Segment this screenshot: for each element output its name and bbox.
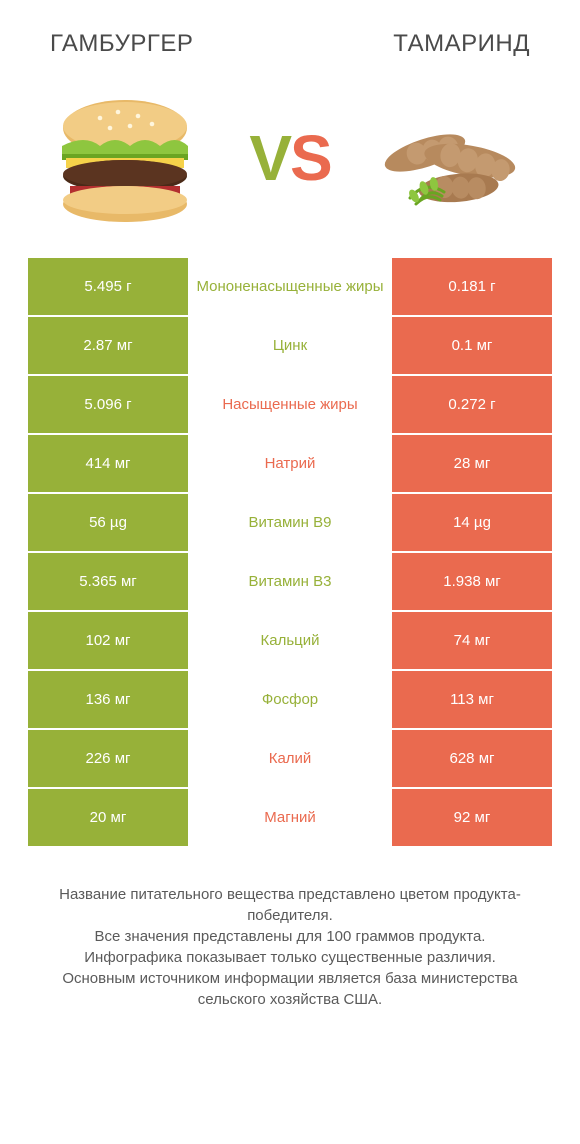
left-value-cell: 414 мг <box>28 435 188 492</box>
tamarind-image <box>370 88 540 228</box>
left-value-cell: 56 µg <box>28 494 188 551</box>
left-value-cell: 5.495 г <box>28 258 188 315</box>
right-value-cell: 0.181 г <box>392 258 552 315</box>
nutrient-label-cell: Витамин B3 <box>188 553 392 610</box>
vs-s: S <box>290 122 331 194</box>
table-row: 20 мгМагний92 мг <box>28 789 552 846</box>
nutrient-label-cell: Магний <box>188 789 392 846</box>
header: ГАМБУРГЕР ТАМАРИНД <box>0 0 580 68</box>
table-row: 136 мгФосфор113 мг <box>28 671 552 728</box>
comparison-table: 5.495 гМононенасыщенные жиры0.181 г2.87 … <box>0 258 580 848</box>
products-images-row: VS <box>0 68 580 258</box>
right-value-cell: 0.1 мг <box>392 317 552 374</box>
right-value-cell: 628 мг <box>392 730 552 787</box>
table-row: 56 µgВитамин B914 µg <box>28 494 552 551</box>
nutrient-label-cell: Цинк <box>188 317 392 374</box>
vs-v: V <box>249 122 290 194</box>
table-row: 5.096 гНасыщенные жиры0.272 г <box>28 376 552 433</box>
right-value-cell: 28 мг <box>392 435 552 492</box>
nutrient-label-cell: Кальций <box>188 612 392 669</box>
nutrient-label-cell: Витамин B9 <box>188 494 392 551</box>
right-value-cell: 92 мг <box>392 789 552 846</box>
footnote-line: Основным источником информации является … <box>28 968 552 1010</box>
right-value-cell: 0.272 г <box>392 376 552 433</box>
table-row: 5.495 гМононенасыщенные жиры0.181 г <box>28 258 552 315</box>
tamarind-icon <box>370 88 540 228</box>
left-value-cell: 102 мг <box>28 612 188 669</box>
footnote-line: Инфографика показывает только существенн… <box>28 947 552 968</box>
left-value-cell: 2.87 мг <box>28 317 188 374</box>
left-value-cell: 226 мг <box>28 730 188 787</box>
table-row: 226 мгКалий628 мг <box>28 730 552 787</box>
table-row: 5.365 мгВитамин B31.938 мг <box>28 553 552 610</box>
left-product-title: ГАМБУРГЕР <box>50 30 193 58</box>
footnote-line: Все значения представлены для 100 граммо… <box>28 926 552 947</box>
right-product-title: ТАМАРИНД <box>393 30 530 58</box>
right-value-cell: 1.938 мг <box>392 553 552 610</box>
nutrient-label-cell: Фосфор <box>188 671 392 728</box>
nutrient-label-cell: Калий <box>188 730 392 787</box>
right-value-cell: 113 мг <box>392 671 552 728</box>
right-value-cell: 74 мг <box>392 612 552 669</box>
left-value-cell: 5.096 г <box>28 376 188 433</box>
footnote-line: Название питательного вещества представл… <box>28 884 552 926</box>
nutrient-label-cell: Мононенасыщенные жиры <box>188 258 392 315</box>
table-row: 2.87 мгЦинк0.1 мг <box>28 317 552 374</box>
left-value-cell: 5.365 мг <box>28 553 188 610</box>
nutrient-label-cell: Натрий <box>188 435 392 492</box>
left-value-cell: 136 мг <box>28 671 188 728</box>
hamburger-icon <box>40 88 210 228</box>
right-value-cell: 14 µg <box>392 494 552 551</box>
left-value-cell: 20 мг <box>28 789 188 846</box>
hamburger-image <box>40 88 210 228</box>
footnotes: Название питательного вещества представл… <box>0 848 580 1010</box>
vs-label: VS <box>249 126 330 190</box>
infographic-container: ГАМБУРГЕР ТАМАРИНД VS <box>0 0 580 1144</box>
table-row: 414 мгНатрий28 мг <box>28 435 552 492</box>
nutrient-label-cell: Насыщенные жиры <box>188 376 392 433</box>
table-row: 102 мгКальций74 мг <box>28 612 552 669</box>
